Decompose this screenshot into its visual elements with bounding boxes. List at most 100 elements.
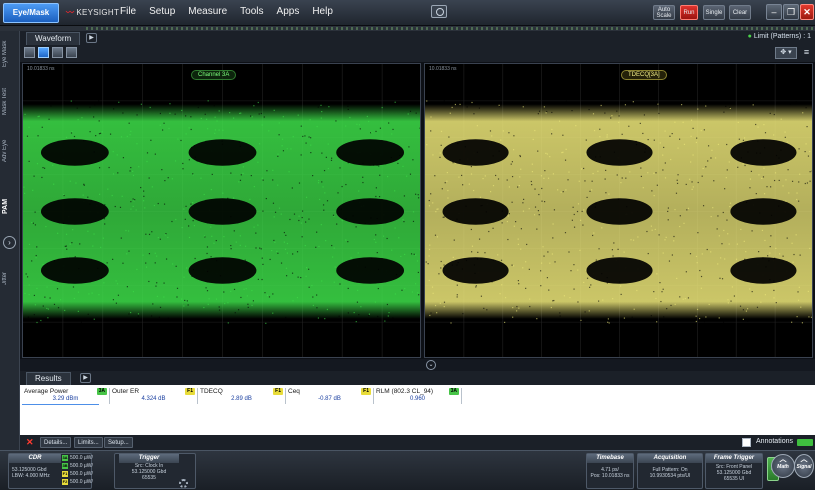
- result-average-power[interactable]: Average Power 3A 3.29 dBm: [22, 388, 110, 404]
- results-expand-icon[interactable]: ▶: [80, 373, 91, 383]
- eye-pane-tdecq[interactable]: 10.01833 ns TDECQ[3A]: [424, 63, 813, 358]
- result-name: TDECQ: [200, 388, 223, 395]
- channel-row[interactable]: F2 500.0 µW/: [62, 478, 108, 486]
- menu-bar: Eye/Mask 〰 KEYSIGHT File Setup Measure To…: [0, 0, 815, 26]
- tab-results[interactable]: Results: [26, 372, 71, 385]
- channel-row[interactable]: 3B 500.0 µW/: [62, 462, 108, 470]
- channel-row[interactable]: F1 500.0 µW/: [62, 470, 108, 478]
- gear-icon[interactable]: [179, 479, 188, 488]
- result-name: Outer ER: [112, 388, 140, 395]
- details-button[interactable]: Details...: [40, 437, 72, 448]
- menu-file[interactable]: File: [120, 6, 137, 17]
- acquisition-panel[interactable]: Acquisition Full Pattern: On 10.9930534 …: [637, 453, 703, 489]
- result-outer-er[interactable]: Outer ER F1 4.324 dB: [110, 388, 198, 404]
- result-tdecq[interactable]: TDECQ F1 2.89 dB: [198, 388, 286, 404]
- chevron-up-icon: ︿: [800, 456, 808, 463]
- channel-scale: 500.0 µW/: [70, 479, 93, 485]
- eye-pane-channel-3a[interactable]: 10.01833 ns Channel 3A: [22, 63, 421, 358]
- side-tab-eye-mask[interactable]: Eye Mask: [2, 40, 8, 68]
- eye-mask-mode-button[interactable]: Eye/Mask: [3, 3, 59, 23]
- main-menu: File Setup Measure Tools Apps Help: [120, 6, 333, 17]
- keysight-logo: 〰 KEYSIGHT: [66, 7, 119, 18]
- trigger-source: Src: Clock In: [134, 463, 164, 469]
- channel-chip: F2: [62, 479, 68, 485]
- layout-stack-icon[interactable]: [52, 47, 63, 58]
- source-badge: F1: [361, 388, 371, 395]
- cdr-title: CDR: [9, 454, 61, 463]
- clear-button[interactable]: Clear: [729, 5, 751, 20]
- result-value: -0.87 dB: [318, 396, 341, 402]
- hamburger-menu-icon[interactable]: ≡: [803, 47, 810, 57]
- layout-split-icon[interactable]: [38, 47, 49, 58]
- eye-diagram-channel-3a: [23, 64, 420, 357]
- pane-time-label: 10.01833 ns: [27, 66, 55, 72]
- result-value: 4.324 dB: [141, 396, 166, 402]
- splitter-bar[interactable]: ⌄: [20, 359, 815, 371]
- side-tab-adv-eye[interactable]: Adv Eye: [2, 139, 8, 163]
- auto-scale-button[interactable]: Auto Scale: [653, 5, 675, 20]
- channel-row[interactable]: 3A 500.0 µW/: [62, 454, 108, 462]
- channel-chip: 3B: [62, 463, 68, 469]
- frame-trigger-panel[interactable]: Frame Trigger Src: Front Panel 53.125000…: [705, 453, 763, 489]
- side-tab-jitter[interactable]: Jitter: [2, 271, 8, 285]
- tab-waveform[interactable]: Waveform: [26, 32, 81, 45]
- layout-grid-icon[interactable]: [66, 47, 77, 58]
- source-badge: F1: [273, 388, 283, 395]
- annotations-label: Annotations: [756, 438, 793, 445]
- screenshot-camera-icon[interactable]: [431, 5, 447, 18]
- limits-button[interactable]: Limits...: [74, 437, 103, 448]
- restore-icon[interactable]: ❐: [783, 4, 799, 20]
- frame-trigger-rate: 53.125000 Gbd: [716, 470, 752, 476]
- channel-scale: 500.0 µW/: [70, 463, 93, 469]
- cursor-move-icon[interactable]: ✥ ▾: [775, 47, 797, 59]
- status-bar: CDR 53.125000 Gbd LBW: 4.000 MHz 3A 500.0…: [0, 450, 815, 490]
- limit-status-text: Limit (Patterns) : 1: [753, 33, 811, 40]
- pattern-marks: [86, 27, 815, 30]
- run-button[interactable]: Run: [680, 5, 698, 20]
- side-tab-bar: Eye Mask Mask Test Adv Eye PAM › Jitter: [0, 31, 20, 450]
- frame-trigger-source: Src: Front Panel: [715, 464, 753, 470]
- menu-help[interactable]: Help: [312, 6, 333, 17]
- results-header: Results ▶: [20, 371, 815, 385]
- menu-apps[interactable]: Apps: [276, 6, 300, 17]
- eye-diagram-tdecq: [425, 64, 812, 357]
- result-ceq[interactable]: Ceq F1 -0.87 dB: [286, 388, 374, 404]
- result-value: 3.29 dBm: [52, 396, 79, 402]
- single-button[interactable]: Single: [703, 5, 725, 20]
- timebase-panel[interactable]: Timebase 4.71 ps/ Pos: 10.01833 ns: [586, 453, 634, 489]
- menu-tools[interactable]: Tools: [240, 6, 264, 17]
- waveform-expand-icon[interactable]: ▶: [86, 33, 97, 43]
- collapse-chevron-icon[interactable]: ⌄: [426, 360, 436, 370]
- timebase-position: Pos: 10.01833 ns: [590, 473, 630, 479]
- frame-trigger-title: Frame Trigger: [706, 454, 762, 463]
- menu-setup[interactable]: Setup: [149, 6, 176, 17]
- timebase-scale: 4.71 ps/: [601, 467, 619, 473]
- source-badge: F1: [185, 388, 195, 395]
- channel-scales: 3A 500.0 µW/ 3B 500.0 µW/ F1 500.0 µW/ F2 50…: [62, 454, 108, 490]
- close-icon[interactable]: ✕: [800, 4, 814, 20]
- pane-time-label: 10.01833 ns: [429, 66, 457, 72]
- side-tab-mask-test[interactable]: Mask Test: [2, 88, 8, 116]
- annotations-checkbox[interactable]: [742, 438, 751, 447]
- pattern-strip: [0, 26, 815, 31]
- setup-button[interactable]: Setup...: [104, 437, 133, 448]
- channel-chip: F1: [62, 471, 68, 477]
- error-x-icon[interactable]: ✕: [26, 437, 34, 447]
- signal-button[interactable]: ︿ Signal: [794, 454, 814, 478]
- minimize-icon[interactable]: –: [766, 4, 782, 20]
- layout-single-icon[interactable]: [24, 47, 35, 58]
- result-name: Ceq: [288, 388, 300, 395]
- source-badge: 3A: [448, 388, 459, 395]
- brand-text: KEYSIGHT: [76, 8, 120, 17]
- trigger-rate: 53.125000 Gbd: [131, 469, 167, 475]
- cdr-panel[interactable]: CDR 53.125000 Gbd LBW: 4.000 MHz: [8, 453, 92, 489]
- side-tab-pam[interactable]: PAM: [2, 198, 9, 214]
- channel-scale: 500.0 µW/: [70, 455, 93, 461]
- result-rlm[interactable]: RLM (802.3 CL_94) 3A 0.960: [374, 388, 462, 404]
- trigger-pattern: 65535: [142, 475, 156, 481]
- waveform-toolbar: ✥ ▾ ≡: [20, 45, 815, 62]
- math-button[interactable]: ︿ Math: [771, 454, 795, 478]
- annotations-toggle[interactable]: [797, 439, 813, 446]
- menu-measure[interactable]: Measure: [188, 6, 228, 17]
- expand-arrow-icon[interactable]: ›: [3, 236, 16, 249]
